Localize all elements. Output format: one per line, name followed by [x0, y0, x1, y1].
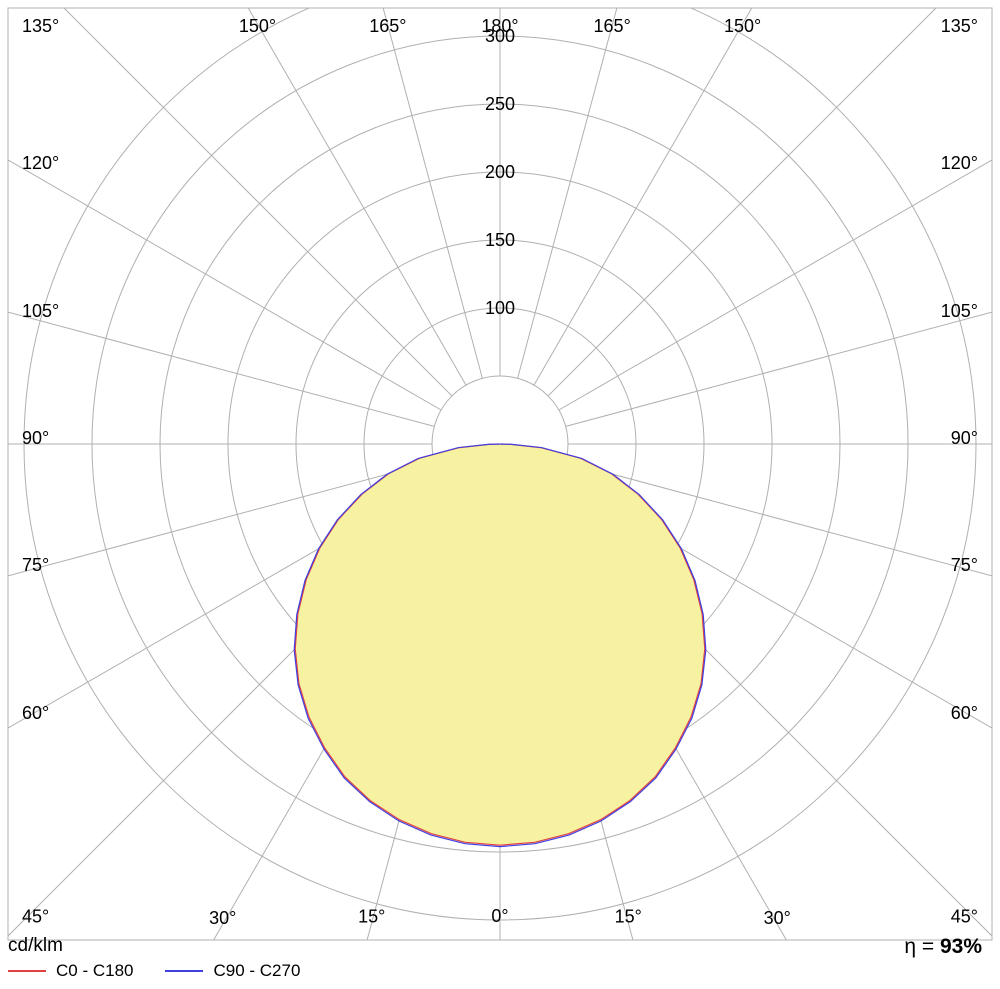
legend-label: C0 - C180 [56, 961, 133, 981]
polar-chart: 1001502002503000°15°15°30°30°45°45°60°60… [0, 0, 1000, 989]
chart-svg: 1001502002503000°15°15°30°30°45°45°60°60… [0, 0, 1000, 989]
unit-label: cd/klm [8, 935, 300, 957]
svg-text:105°: 105° [941, 301, 978, 321]
efficiency-label: η = 93% [904, 935, 982, 959]
svg-text:0°: 0° [491, 906, 508, 926]
svg-text:200: 200 [485, 162, 515, 182]
svg-text:150: 150 [485, 230, 515, 250]
svg-text:165°: 165° [594, 16, 631, 36]
svg-text:135°: 135° [22, 16, 59, 36]
svg-text:150°: 150° [239, 16, 276, 36]
legend-item: C90 - C270 [165, 961, 300, 981]
svg-text:105°: 105° [22, 301, 59, 321]
svg-text:75°: 75° [951, 555, 978, 575]
svg-text:45°: 45° [22, 907, 49, 927]
svg-text:45°: 45° [951, 907, 978, 927]
svg-text:90°: 90° [951, 428, 978, 448]
svg-text:120°: 120° [22, 153, 59, 173]
svg-text:100: 100 [485, 298, 515, 318]
svg-text:60°: 60° [951, 703, 978, 723]
legend-swatch [165, 970, 203, 972]
svg-text:150°: 150° [724, 16, 761, 36]
legend-item: C0 - C180 [8, 961, 133, 981]
svg-text:30°: 30° [209, 908, 236, 928]
legend-swatch [8, 970, 46, 972]
svg-text:165°: 165° [369, 16, 406, 36]
svg-text:60°: 60° [22, 703, 49, 723]
svg-text:30°: 30° [764, 908, 791, 928]
svg-text:15°: 15° [615, 907, 642, 927]
svg-text:90°: 90° [22, 428, 49, 448]
svg-text:180°: 180° [481, 16, 518, 36]
svg-text:250: 250 [485, 94, 515, 114]
legend-label: C90 - C270 [213, 961, 300, 981]
svg-text:120°: 120° [941, 153, 978, 173]
svg-text:135°: 135° [941, 16, 978, 36]
svg-text:15°: 15° [358, 907, 385, 927]
legend-row: C0 - C180 C90 - C270 [8, 961, 300, 981]
legend: cd/klm C0 - C180 C90 - C270 [8, 935, 300, 981]
svg-text:75°: 75° [22, 555, 49, 575]
